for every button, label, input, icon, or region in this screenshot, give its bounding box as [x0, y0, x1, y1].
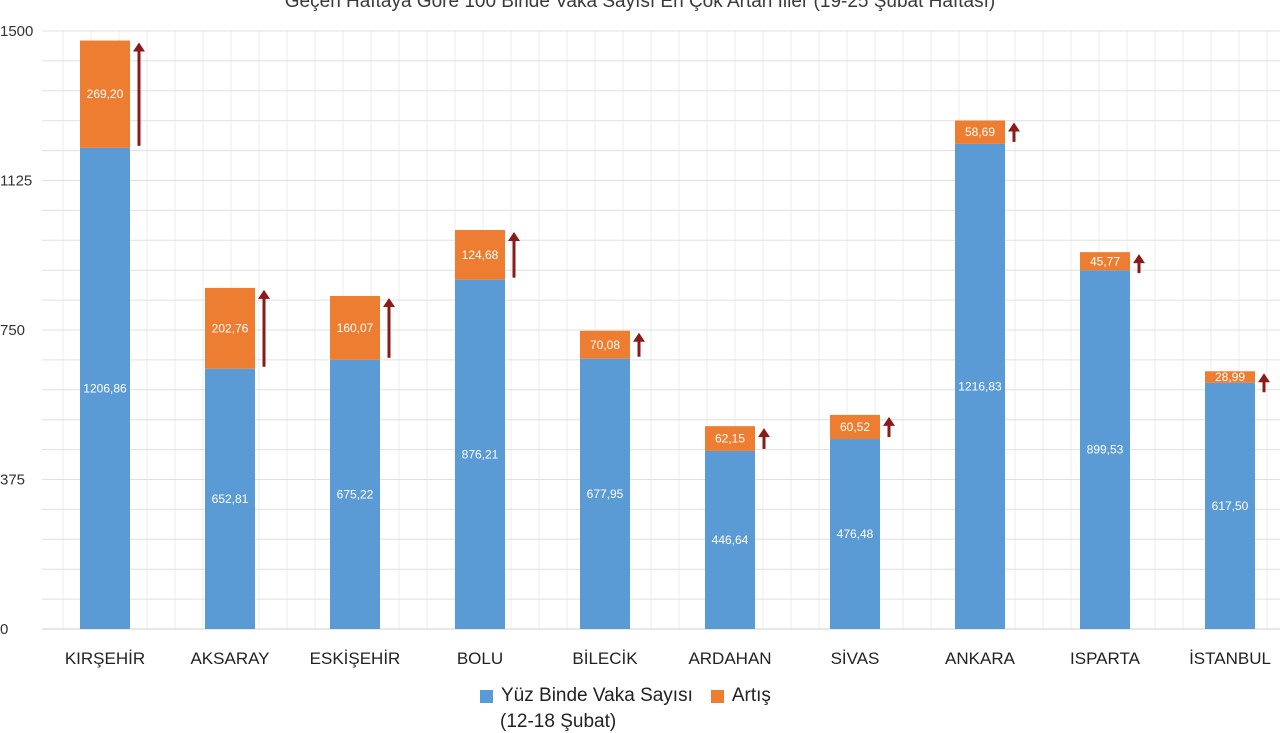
increase-arrow-head [258, 289, 270, 299]
x-tick-label: İSTANBUL [1189, 649, 1271, 668]
bar-increase [330, 295, 380, 360]
data-label-cases: 617,50 [1212, 499, 1249, 513]
increase-arrow-head [508, 231, 520, 241]
y-tick-label: 1125 [0, 173, 32, 190]
data-label-increase: 202,76 [212, 321, 249, 335]
bar-increase [80, 40, 130, 148]
increase-arrow-head [1133, 254, 1145, 264]
data-label-cases: 446,64 [712, 533, 749, 547]
bar-increase [455, 229, 505, 280]
increase-arrow-head [758, 428, 770, 438]
legend-label-increase: Artış [731, 685, 771, 706]
data-label-increase: 269,20 [87, 87, 124, 101]
data-label-increase: 70,08 [590, 338, 620, 352]
x-tick-label: KIRŞEHİR [65, 649, 145, 668]
legend-item-cases: Yüz Binde Vaka Sayısı [480, 685, 693, 707]
data-label-cases: 652,81 [212, 492, 249, 506]
legend-swatch-increase [710, 689, 724, 703]
y-tick-label: 375 [0, 472, 25, 489]
x-tick-label: AKSARAY [190, 649, 269, 668]
increase-arrow-head [133, 42, 145, 52]
bar-increase [205, 287, 255, 369]
increase-arrow-head [383, 297, 395, 307]
legend-swatch-cases [480, 689, 493, 703]
data-label-increase: 58,69 [965, 125, 995, 139]
x-tick-label: ANKARA [945, 649, 1016, 668]
data-label-cases: 1216,83 [958, 379, 1002, 393]
increase-arrow-head [883, 416, 895, 426]
x-tick-label: ISPARTA [1070, 649, 1141, 668]
bar-increase [830, 414, 880, 440]
bar-increase [705, 426, 755, 451]
bar-cases [455, 279, 505, 629]
bar-cases [705, 450, 755, 629]
data-label-cases: 1206,86 [83, 381, 127, 395]
bar-cases [1080, 270, 1130, 629]
legend: Yüz Binde Vaka Sayısı Artış [480, 684, 771, 708]
legend-item-increase: Artış [710, 685, 771, 707]
data-label-increase: 124,68 [462, 248, 499, 262]
x-tick-label: SİVAS [831, 649, 880, 668]
data-label-increase: 160,07 [337, 321, 374, 335]
bar-increase [955, 120, 1005, 144]
data-label-cases: 476,48 [837, 527, 874, 541]
data-label-cases: 675,22 [337, 487, 374, 501]
chart-title: Geçen Haftaya Göre 100 Binde Vaka Sayısı… [284, 0, 996, 12]
increase-arrow-head [1008, 122, 1020, 132]
bar-increase [1205, 371, 1255, 383]
bar-cases [1205, 382, 1255, 629]
data-label-increase: 60,52 [840, 420, 870, 434]
y-tick-label: 750 [0, 322, 25, 339]
y-tick-label: 1500 [0, 23, 33, 40]
bar-cases [330, 359, 380, 629]
y-tick-label: 0 [0, 621, 8, 638]
data-label-cases: 677,95 [587, 487, 624, 501]
legend-label-cases: Yüz Binde Vaka Sayısı [501, 685, 693, 706]
bar-cases [80, 147, 130, 629]
bar-cases [205, 368, 255, 629]
increase-arrow-head [633, 332, 645, 342]
x-tick-label: ARDAHAN [688, 649, 771, 668]
data-label-increase: 62,15 [715, 432, 745, 446]
bar-cases [955, 143, 1005, 629]
data-label-cases: 876,21 [462, 447, 499, 461]
data-label-increase: 28,99 [1215, 370, 1245, 384]
bar-increase [1080, 252, 1130, 271]
bar-increase [580, 330, 630, 359]
x-tick-label: BOLU [457, 649, 503, 668]
bar-cases [830, 439, 880, 629]
bar-cases [580, 358, 630, 629]
data-label-cases: 899,53 [1087, 443, 1124, 457]
x-tick-label: BİLECİK [572, 649, 638, 668]
data-label-increase: 45,77 [1090, 254, 1120, 268]
x-tick-label: ESKİŞEHİR [310, 649, 401, 668]
increase-arrow-head [1258, 373, 1270, 383]
legend-subtitle: (12-18 Şubat) [500, 711, 617, 732]
